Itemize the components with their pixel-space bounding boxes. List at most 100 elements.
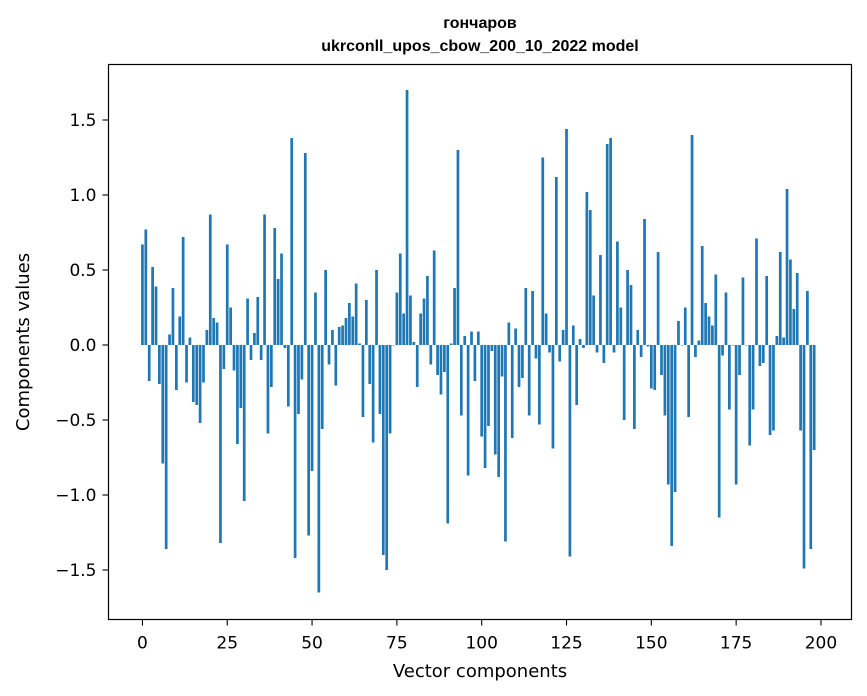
bar <box>480 345 484 437</box>
bar <box>534 345 538 359</box>
bar <box>673 345 677 492</box>
bar <box>412 342 416 345</box>
bar <box>426 276 429 345</box>
bar <box>782 337 785 345</box>
bar <box>670 345 674 546</box>
bar <box>507 322 511 345</box>
bar <box>327 345 331 365</box>
bar <box>303 153 307 345</box>
bar <box>185 345 188 383</box>
bar <box>497 345 501 477</box>
bar <box>147 345 151 381</box>
bar <box>707 316 711 345</box>
bar <box>483 345 487 468</box>
bar <box>249 345 253 360</box>
bar <box>473 345 477 381</box>
bar <box>734 345 738 485</box>
bar <box>487 345 490 426</box>
bar <box>524 288 528 345</box>
bar <box>592 295 596 345</box>
bar <box>527 345 531 416</box>
bar <box>405 90 409 345</box>
bar <box>677 321 680 345</box>
bar <box>205 330 209 345</box>
bar <box>724 292 728 345</box>
bar <box>263 214 266 345</box>
bar <box>578 339 582 345</box>
bar <box>175 345 178 390</box>
bar <box>612 345 616 353</box>
x-tick-label: 125 <box>550 634 582 654</box>
bar <box>765 276 769 345</box>
bar <box>361 345 365 417</box>
bar <box>293 345 297 558</box>
bar <box>799 345 802 431</box>
bar <box>521 345 524 378</box>
bar <box>663 345 667 416</box>
bar <box>812 345 816 450</box>
x-tick-label: 25 <box>216 634 238 654</box>
bar <box>789 259 792 345</box>
y-axis-label: Components values <box>13 253 34 431</box>
bar <box>378 345 382 414</box>
bar <box>629 285 633 345</box>
bar <box>717 345 721 518</box>
bar <box>761 345 765 363</box>
bar <box>538 345 541 425</box>
bar <box>514 328 517 345</box>
plot-frame <box>107 63 853 621</box>
bar <box>344 318 348 345</box>
bar <box>215 322 219 345</box>
bar <box>636 330 640 345</box>
bar <box>714 274 718 345</box>
bar <box>605 144 609 345</box>
y-tick-label: −0.5 <box>55 411 96 431</box>
bar <box>616 241 619 345</box>
bar <box>666 345 670 485</box>
bar <box>456 150 460 345</box>
bar <box>164 345 168 549</box>
x-axis-label: Vector components <box>393 661 567 682</box>
bar <box>324 270 327 345</box>
bar <box>144 229 148 345</box>
bar <box>358 343 361 345</box>
bar <box>548 345 551 353</box>
bar <box>351 316 355 345</box>
bar <box>568 345 572 557</box>
bar <box>141 244 144 345</box>
bar <box>683 307 687 345</box>
bar <box>585 192 589 345</box>
bar <box>225 244 229 345</box>
bar <box>690 135 694 345</box>
chart-subtitle: ukrconll_upos_cbow_200_10_2022 model <box>321 38 638 55</box>
bar <box>168 334 171 345</box>
bar <box>493 345 497 455</box>
bar <box>446 345 450 524</box>
bar <box>646 345 650 347</box>
bar <box>639 345 643 357</box>
bar <box>751 345 755 410</box>
bar <box>809 345 813 549</box>
y-tick-label: 1.5 <box>69 111 96 131</box>
bar <box>368 345 372 384</box>
bar <box>510 345 514 438</box>
bar <box>700 246 704 345</box>
bar <box>429 345 433 365</box>
y-axis: 1.5 1.0 0.5 0.0 −0.5 −1.0 −1.5 <box>55 111 109 581</box>
bar <box>459 345 463 416</box>
bar <box>348 303 351 345</box>
bar <box>697 340 701 345</box>
bar <box>188 337 192 345</box>
bar <box>772 345 775 431</box>
bar <box>198 345 202 423</box>
bar <box>409 295 412 345</box>
bar <box>320 345 324 429</box>
bar <box>364 300 368 345</box>
bar <box>419 313 422 345</box>
bar <box>239 345 243 408</box>
bar <box>371 345 375 443</box>
x-tick-label: 100 <box>465 634 497 654</box>
bar <box>619 307 623 345</box>
bar <box>721 345 724 356</box>
